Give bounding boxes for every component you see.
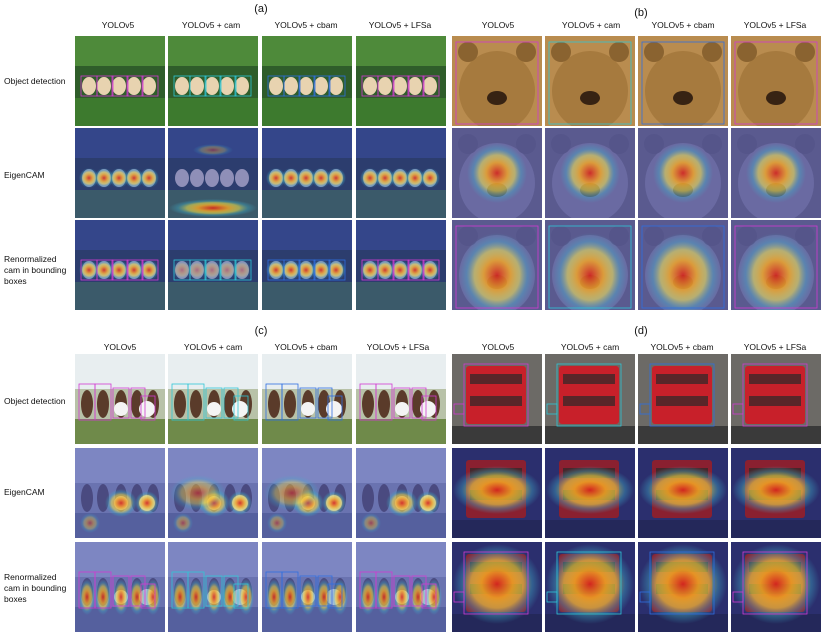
tile-a-detect-1 [168,36,258,126]
tile-d-renorm-2 [638,542,728,632]
col-header-c-0: YOLOv5 [103,342,137,352]
tile-a-eigen-2 [262,128,352,218]
tile-c-renorm-1 [168,542,258,632]
col-header-b-3: YOLOv5 + LFSa [743,20,807,30]
col-header-b-0: YOLOv5 [481,20,515,30]
tile-b-renorm-3 [731,220,821,310]
tile-c-detect-0 [75,354,165,444]
tile-b-detect-0 [452,36,542,126]
tile-d-eigen-0 [452,448,542,538]
tile-b-eigen-1 [545,128,635,218]
tile-a-eigen-3 [356,128,446,218]
tile-d-renorm-1 [545,542,635,632]
tile-a-renorm-0 [75,220,165,310]
col-header-d-1: YOLOv5 + cam [560,342,620,352]
tile-a-renorm-1 [168,220,258,310]
panel-letter-d: (d) [634,325,648,337]
row-label-c-renormalized: Renormalized cam in bounding boxes [4,572,67,604]
tile-a-detect-2 [262,36,352,126]
tile-a-eigen-0 [75,128,165,218]
col-header-c-2: YOLOv5 + cbam [274,342,338,352]
tile-c-detect-2 [262,354,352,444]
col-header-a-2: YOLOv5 + cbam [274,20,338,30]
tile-c-eigen-1 [168,448,258,538]
col-header-d-0: YOLOv5 [481,342,515,352]
tile-b-renorm-1 [545,220,635,310]
tile-a-detect-3 [356,36,446,126]
tile-c-eigen-0 [75,448,165,538]
tile-d-detect-3 [731,354,821,444]
tile-b-detect-1 [545,36,635,126]
tile-b-eigen-3 [731,128,821,218]
tile-c-eigen-3 [356,448,446,538]
col-header-a-3: YOLOv5 + LFSa [368,20,432,30]
col-header-c-1: YOLOv5 + cam [183,342,243,352]
panel-letter-a: (a) [254,3,268,15]
col-header-b-2: YOLOv5 + cbam [651,20,715,30]
col-header-a-1: YOLOv5 + cam [181,20,241,30]
col-header-b-1: YOLOv5 + cam [561,20,621,30]
tile-d-detect-1 [545,354,635,444]
tile-c-eigen-2 [262,448,352,538]
tile-d-detect-0 [452,354,542,444]
tile-c-detect-3 [356,354,446,444]
tile-a-eigen-1 [168,128,258,218]
tile-d-eigen-2 [638,448,728,538]
tile-d-renorm-0 [452,542,542,632]
tile-b-renorm-0 [452,220,542,310]
tile-a-renorm-3 [356,220,446,310]
tile-d-detect-2 [638,354,728,444]
tile-a-renorm-2 [262,220,352,310]
tile-b-detect-3 [731,36,821,126]
row-label-c-eigencam: EigenCAM [4,487,45,497]
row-label-a-renormalized: Renormalized cam in bounding boxes [4,254,67,286]
col-header-d-2: YOLOv5 + cbam [650,342,714,352]
tile-c-renorm-2 [262,542,352,632]
tile-b-eigen-2 [638,128,728,218]
panel-letter-b: (b) [634,7,648,19]
col-header-d-3: YOLOv5 + LFSa [743,342,807,352]
tile-d-eigen-3 [731,448,821,538]
tile-b-detect-2 [638,36,728,126]
tile-c-renorm-0 [75,542,165,632]
col-header-c-3: YOLOv5 + LFSa [366,342,430,352]
tile-c-detect-1 [168,354,258,444]
row-label-a-eigencam: EigenCAM [4,170,45,180]
panel-letter-c: (c) [254,325,268,337]
row-label-c-detection: Object detection [4,396,66,406]
tile-b-renorm-2 [638,220,728,310]
row-label-a-detection: Object detection [4,76,66,86]
tile-b-eigen-0 [452,128,542,218]
tile-c-renorm-3 [356,542,446,632]
tile-a-detect-0 [75,36,165,126]
tile-d-eigen-1 [545,448,635,538]
col-header-a-0: YOLOv5 [101,20,135,30]
tile-d-renorm-3 [731,542,821,632]
